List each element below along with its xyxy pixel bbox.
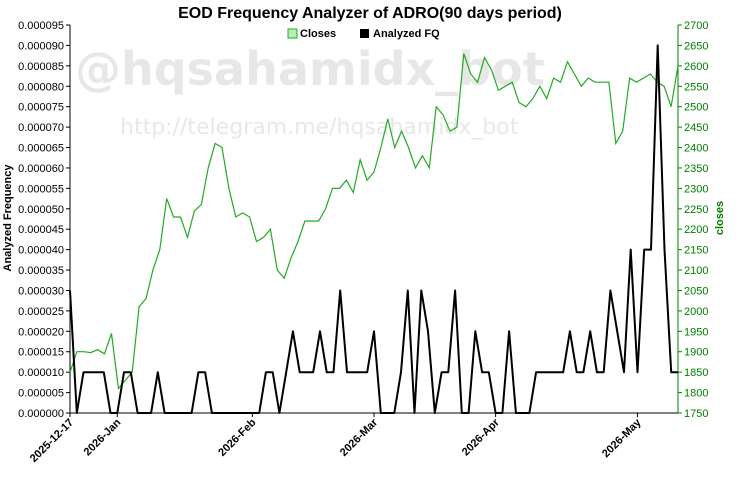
left-tick-label: 0.000075 [18, 102, 64, 114]
legend-swatch-fq [360, 29, 369, 38]
right-tick-label: 2700 [684, 20, 708, 32]
right-tick-label: 1800 [684, 388, 708, 400]
x-tick-label: 2026-Jan [82, 416, 124, 458]
left-tick-label: 0.000010 [18, 367, 64, 379]
left-tick-label: 0.000040 [18, 245, 64, 257]
right-tick-label: 2400 [684, 143, 708, 155]
legend: Closes Analyzed FQ [287, 28, 440, 40]
right-tick-label: 2600 [684, 61, 708, 73]
y-axis-label-left: Analyzed Frequency [2, 164, 14, 272]
right-tick-label: 2500 [684, 102, 708, 114]
series-fq-line [69, 44, 678, 414]
left-tick-label: 0.000050 [18, 204, 64, 216]
left-tick-label: 0.000085 [18, 61, 64, 73]
right-tick-label: 1900 [684, 347, 708, 359]
right-tick-label: 2050 [684, 285, 708, 297]
legend-label-closes: Closes [300, 28, 336, 40]
left-tick-label: 0.000080 [18, 81, 64, 93]
left-tick-label: 0.000025 [18, 306, 64, 318]
left-tick-label: 0.000015 [18, 347, 64, 359]
x-tick-label: 2026-May [600, 416, 644, 460]
right-tick-label: 2300 [684, 183, 708, 195]
left-tick-label: 0.000035 [18, 265, 64, 277]
left-tick-label: 0.000030 [18, 285, 64, 297]
right-tick-label: 2250 [684, 204, 708, 216]
left-tick-label: 0.000000 [18, 408, 64, 420]
left-tick-label: 0.000095 [18, 20, 64, 32]
left-tick-label: 0.000090 [18, 40, 64, 52]
right-tick-label: 1750 [684, 408, 708, 420]
x-tick-label: 2026-Feb [216, 416, 258, 458]
right-tick-label: 2450 [684, 122, 708, 134]
left-tick-label: 0.000045 [18, 224, 64, 236]
left-tick-label: 0.000055 [18, 183, 64, 195]
legend-swatch-closes [287, 28, 298, 39]
right-tick-label: 2650 [684, 40, 708, 52]
left-tick-label: 0.000070 [18, 122, 64, 134]
left-tick-label: 0.000060 [18, 163, 64, 175]
right-tick-label: 2000 [684, 306, 708, 318]
left-tick-label: 0.000020 [18, 326, 64, 338]
right-tick-label: 2150 [684, 245, 708, 257]
right-tick-label: 2200 [684, 224, 708, 236]
right-tick-label: 1950 [684, 326, 708, 338]
legend-label-fq: Analyzed FQ [373, 28, 440, 40]
x-axis-ticks: 2025-12-17 2026-Jan 2026-Feb 2026-Mar 2026-A… [28, 413, 644, 465]
watermark-url: http://telegram.me/hqsahamidx_bot [120, 115, 519, 140]
series-closes-line [69, 53, 679, 390]
left-tick-label: 0.000005 [18, 388, 64, 400]
x-tick-label: 2025-12-17 [28, 417, 76, 465]
x-tick-label: 2026-Apr [460, 416, 502, 458]
chart-title: EOD Frequency Analyzer of ADRO(90 days p… [178, 5, 562, 22]
right-tick-label: 2350 [684, 163, 708, 175]
watermark-handle: @hqsahamidx_bot [75, 42, 545, 96]
right-tick-label: 2550 [684, 81, 708, 93]
left-tick-label: 0.000065 [18, 143, 64, 155]
y-axis-label-right: closes [714, 201, 726, 235]
series-layer [69, 44, 679, 414]
right-axis-ticks: 1750 1800 1850 1900 1950 2000 2050 2100 2150 2200… [678, 20, 708, 420]
left-axis-ticks: 0.000000 0.000005 0.000010 0.000015 0.000020… [18, 20, 70, 420]
right-tick-label: 2100 [684, 265, 708, 277]
x-tick-label: 2026-Mar [338, 416, 381, 459]
right-tick-label: 1850 [684, 367, 708, 379]
